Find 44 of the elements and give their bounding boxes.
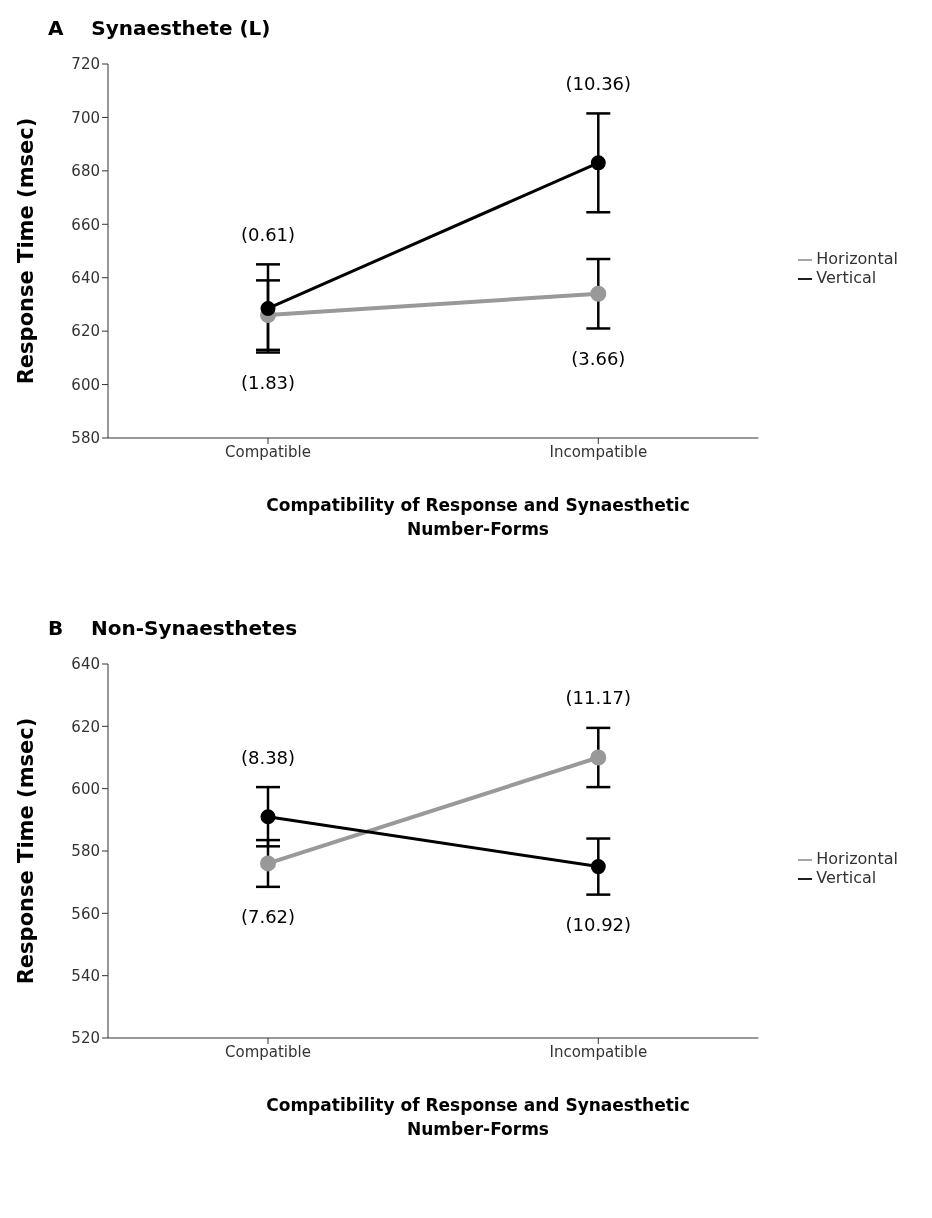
annotation: (8.38) [240,746,296,768]
y-tick-label: 540 [71,966,100,985]
point [590,155,606,171]
y-tick-label: 680 [71,162,100,181]
legend-label: Vertical [816,268,877,287]
y-tick-label: 580 [71,429,100,448]
y-tick-label: 600 [71,375,100,394]
point [260,855,276,872]
y-axis-title: Response Time (msec) [14,117,39,385]
annotation: (11.17) [565,687,632,709]
point [260,809,276,825]
point [260,300,276,316]
chart-title: A Synaesthete (L) [48,16,271,40]
y-tick-label: 640 [71,655,100,674]
x-tick-label: Compatible [225,1042,311,1061]
x-tick-label: Incompatible [549,442,648,461]
x-tick-label: Incompatible [549,1042,648,1061]
y-tick-label: 560 [71,904,100,923]
x-axis-title: Compatibility of Response and Synaesthetic Number-Forms [265,494,691,541]
y-tick-label: 720 [71,55,100,74]
y-tick-label: 520 [71,1029,100,1048]
point [590,859,606,875]
legend-label: Vertical [816,868,877,887]
chart-title: B Non-Synaesthetes [48,616,298,640]
point [590,749,607,766]
annotation: (1.83) [240,371,296,393]
y-tick-label: 580 [71,842,100,861]
y-tick-label: 700 [71,108,100,127]
y-tick-label: 620 [71,322,100,341]
legend-label: Horizontal [816,249,898,268]
annotation: (10.92) [565,913,632,935]
annotation: (3.66) [571,347,626,369]
y-tick-label: 660 [71,215,100,234]
annotation: (10.36) [565,72,632,94]
annotation: (0.61) [240,223,296,245]
legend-label: Horizontal [816,849,898,868]
x-axis-title: Compatibility of Response and Synaesthetic Number-Forms [265,1094,691,1141]
annotation: (7.62) [240,906,296,928]
y-axis-title: Response Time (msec) [14,717,39,985]
y-tick-label: 640 [71,269,100,288]
y-tick-label: 600 [71,779,100,798]
y-tick-label: 620 [71,717,100,736]
point [590,285,607,302]
x-tick-label: Compatible [225,442,311,461]
